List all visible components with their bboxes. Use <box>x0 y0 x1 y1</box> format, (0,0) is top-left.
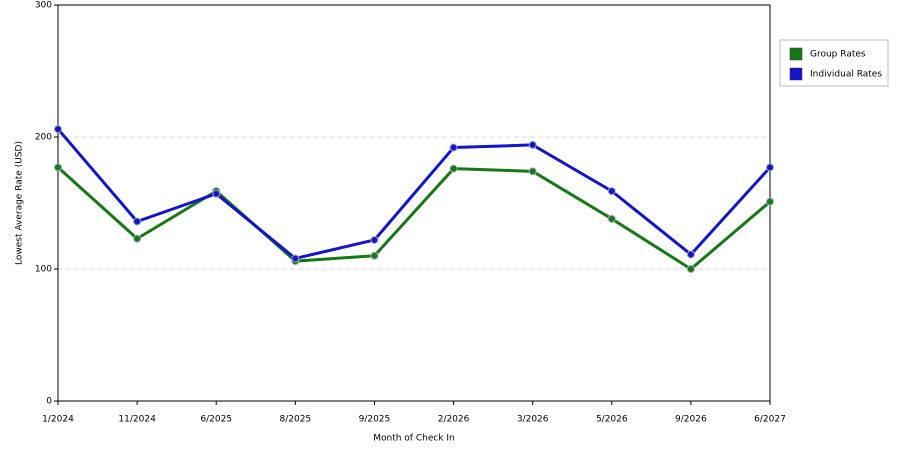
point-marker <box>133 234 142 243</box>
y-tick-label: 300 <box>35 1 52 11</box>
legend-swatch <box>789 47 803 61</box>
y-tick-label: 0 <box>46 397 52 407</box>
legend-label: Individual Rates <box>810 70 882 80</box>
legend-label: Group Rates <box>810 50 866 60</box>
y-tick-label: 200 <box>35 133 52 143</box>
point-marker <box>370 235 379 244</box>
point-marker <box>212 189 221 198</box>
x-tick-label: 9/2025 <box>359 415 391 425</box>
point-marker <box>686 250 695 259</box>
point-marker <box>291 254 300 263</box>
point-marker <box>449 143 458 152</box>
point-marker <box>54 125 62 134</box>
point-marker <box>133 217 142 226</box>
point-marker <box>686 265 695 273</box>
series-line <box>56 166 771 271</box>
point-marker <box>528 167 537 176</box>
point-marker <box>54 163 62 172</box>
x-tick-label: 3/2026 <box>517 415 549 425</box>
y-tick-label: 100 <box>35 265 52 275</box>
series-line <box>56 128 772 260</box>
point-marker <box>766 197 774 206</box>
x-tick-label: 6/2027 <box>754 415 786 425</box>
point-marker <box>607 187 616 196</box>
x-axis-label: Month of Check In <box>373 434 455 444</box>
x-tick-label: 9/2026 <box>675 415 707 425</box>
point-marker <box>528 140 537 149</box>
x-tick-label: 5/2026 <box>596 415 628 425</box>
legend-swatch <box>789 67 803 81</box>
x-tick-label: 2/2026 <box>438 415 470 425</box>
plot-frame <box>57 4 771 402</box>
x-tick-label: 1/2024 <box>42 415 74 425</box>
x-tick-label: 6/2025 <box>200 415 232 425</box>
point-marker <box>370 251 379 260</box>
point-marker <box>607 214 616 223</box>
y-axis-label: Lowest Average Rate (USD) <box>15 141 25 265</box>
point-marker <box>449 164 458 173</box>
x-tick-label: 11/2024 <box>118 415 156 425</box>
x-tick-label: 8/2025 <box>279 415 311 425</box>
point-marker <box>766 163 774 172</box>
